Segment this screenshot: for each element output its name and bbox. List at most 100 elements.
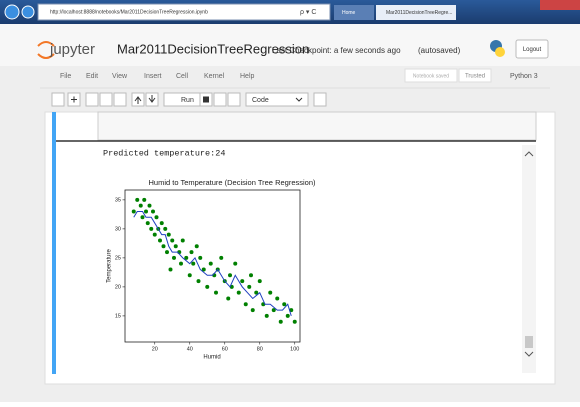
scatter-point bbox=[158, 238, 162, 243]
scatter-point bbox=[170, 238, 175, 243]
tab-label: Mar2011DecisionTreeRegre... bbox=[386, 10, 452, 16]
scatter-point bbox=[161, 244, 166, 249]
address-bar[interactable] bbox=[37, 3, 331, 21]
scatter-point bbox=[138, 203, 143, 208]
x-tick-label: 80 bbox=[257, 346, 263, 352]
scatter-point bbox=[135, 197, 140, 202]
trusted-label: Trusted bbox=[465, 74, 485, 80]
scatter-point bbox=[165, 250, 169, 255]
scatter-point bbox=[201, 267, 206, 272]
scatter-point bbox=[166, 232, 171, 237]
copy-button[interactable] bbox=[99, 92, 113, 107]
menu-item[interactable]: Insert bbox=[144, 73, 162, 80]
scatter-point bbox=[173, 244, 178, 249]
y-axis-label: Temperature bbox=[107, 248, 113, 282]
scatter-point bbox=[264, 313, 269, 318]
save-button[interactable] bbox=[51, 92, 65, 107]
scatter-point bbox=[180, 238, 185, 243]
menu-bar: File Edit View Insert Cell Kernel Help bbox=[60, 73, 255, 80]
scatter-point bbox=[226, 296, 231, 301]
scatter-point bbox=[243, 302, 248, 307]
saved-status: Notebook saved bbox=[413, 73, 449, 79]
dropdown-caret bbox=[295, 97, 303, 102]
x-axis-label: Humid bbox=[203, 355, 220, 361]
scatter-point bbox=[275, 296, 280, 301]
y-tick-label: 15 bbox=[115, 313, 121, 319]
menu-item[interactable]: View bbox=[112, 73, 128, 80]
scatter-point bbox=[268, 290, 273, 295]
cell-type-select[interactable] bbox=[245, 92, 309, 107]
regression-line bbox=[133, 210, 292, 317]
scatter-point bbox=[159, 221, 164, 226]
scatter-point bbox=[205, 284, 210, 289]
menu-item[interactable]: Cell bbox=[176, 73, 189, 80]
scatter-point bbox=[154, 215, 159, 220]
scatter-point bbox=[179, 261, 183, 266]
jupyter-icon bbox=[37, 41, 55, 59]
autosaved: (autosaved) bbox=[418, 46, 461, 55]
trusted[interactable] bbox=[458, 68, 492, 83]
url: http://localhost:8888/notebooks/Mar2011D… bbox=[50, 9, 208, 15]
scatter-point bbox=[191, 261, 196, 266]
menu-item[interactable]: Edit bbox=[86, 73, 98, 80]
stop-icon bbox=[203, 96, 209, 103]
scatter-point bbox=[282, 302, 287, 307]
scatter-point bbox=[240, 279, 245, 284]
scatter-point bbox=[292, 319, 297, 324]
x-tick-label: 20 bbox=[152, 346, 158, 352]
scatter-point bbox=[142, 197, 147, 202]
scatter-point bbox=[163, 226, 168, 231]
keyboard-button[interactable] bbox=[313, 92, 327, 107]
arrow-icons bbox=[134, 95, 156, 104]
axes-frame bbox=[124, 189, 301, 343]
cut-button[interactable] bbox=[85, 92, 99, 107]
y-tick-label: 35 bbox=[115, 197, 121, 203]
notebook-name[interactable]: Mar2011DecisionTreeRegression bbox=[117, 41, 309, 56]
scatter-point bbox=[145, 221, 150, 226]
forward-button[interactable] bbox=[21, 5, 35, 19]
checkpoint: Last Checkpoint: a few seconds ago bbox=[272, 46, 401, 55]
scatter-point bbox=[249, 273, 253, 278]
run-label: Run bbox=[181, 97, 194, 104]
menu-item[interactable]: Kernel bbox=[204, 73, 225, 80]
plot: 20 40 60 80 100 15 20 25 30 35 bbox=[115, 197, 299, 352]
scatter-point bbox=[189, 250, 194, 255]
scatter-point bbox=[257, 279, 262, 284]
scatter-point bbox=[228, 273, 232, 278]
code-cell[interactable] bbox=[97, 111, 537, 141]
paste-button[interactable] bbox=[113, 92, 127, 107]
y-tick-label: 25 bbox=[115, 255, 121, 261]
menu-item[interactable]: Help bbox=[240, 73, 255, 80]
scatter-point bbox=[208, 261, 213, 266]
header bbox=[0, 24, 580, 66]
logout-label: Logout bbox=[523, 47, 542, 53]
scatter-point bbox=[131, 209, 136, 214]
tab-label: Home bbox=[342, 10, 356, 16]
scatter-point bbox=[172, 255, 176, 260]
kernel-name: Python 3 bbox=[510, 73, 538, 80]
scrollbar-thumb[interactable] bbox=[525, 336, 533, 348]
x-tick-label: 40 bbox=[187, 346, 193, 352]
fast-forward-button[interactable] bbox=[227, 92, 241, 107]
tab-active[interactable] bbox=[376, 5, 456, 20]
menu-item[interactable]: File bbox=[60, 73, 71, 80]
chart-title: Humid to Temperature (Decision Tree Regr… bbox=[148, 178, 316, 187]
scatter-point bbox=[168, 267, 173, 272]
window-close[interactable] bbox=[540, 0, 580, 10]
scatter-point bbox=[196, 279, 201, 284]
python-logo bbox=[495, 47, 505, 57]
scroll-arrows[interactable] bbox=[524, 151, 534, 357]
tab[interactable] bbox=[334, 5, 374, 20]
y-tick-label: 20 bbox=[115, 284, 121, 290]
logout-button[interactable] bbox=[515, 39, 549, 59]
scrollbar[interactable] bbox=[522, 145, 536, 373]
scatter-point bbox=[147, 203, 152, 208]
plus-icon bbox=[71, 96, 77, 103]
back-button[interactable] bbox=[4, 4, 20, 20]
cell-type: Code bbox=[252, 97, 269, 104]
x-tick-label: 60 bbox=[222, 346, 228, 352]
y-tick-label: 30 bbox=[115, 226, 121, 232]
restart-button[interactable] bbox=[213, 92, 227, 107]
scatter-point bbox=[219, 255, 224, 260]
